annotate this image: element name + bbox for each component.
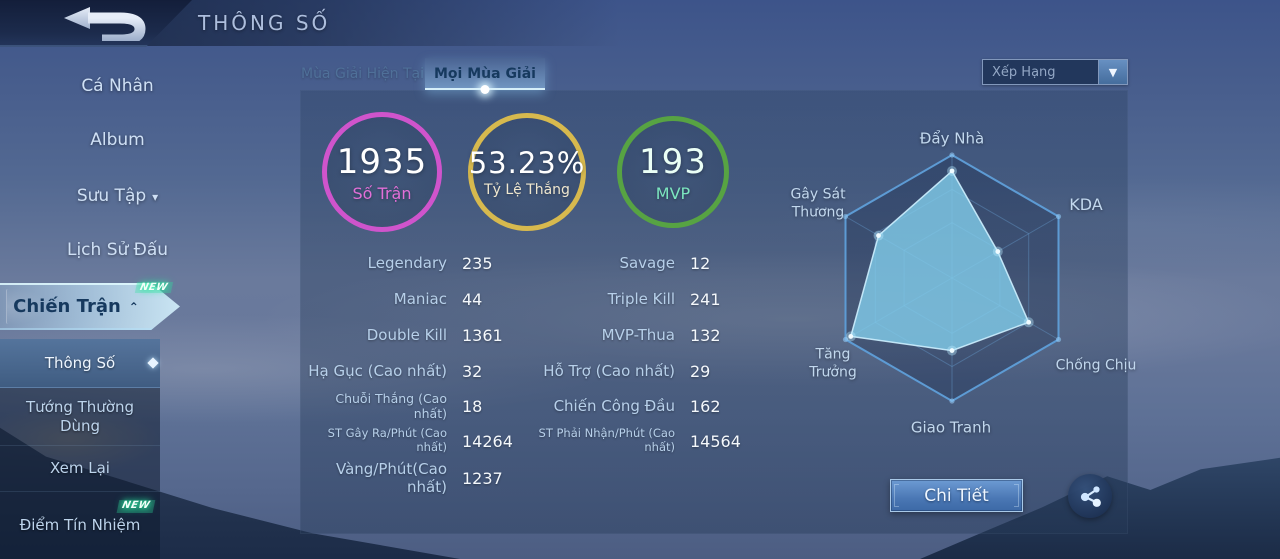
radar-axis-label-kda: KDA	[1069, 195, 1103, 214]
radar-chart	[842, 152, 1062, 404]
submenu-item-frequent-heroes[interactable]: Tướng Thường Dùng	[0, 388, 160, 446]
new-badge: NEW	[116, 500, 156, 513]
chevron-up-icon: ⌃	[128, 299, 139, 314]
stat-row: Chiến Công Đầu 162	[522, 388, 772, 424]
tab-label: Mùa Giải Hiện Tại	[300, 66, 424, 82]
page-title: THÔNG SỐ	[198, 11, 331, 35]
sidebar-item-label: Sưu Tập	[76, 186, 147, 206]
stat-value: 14264	[462, 431, 513, 451]
tab-label: Mọi Mùa Giải	[434, 66, 536, 82]
mvp-value: 193	[639, 141, 707, 182]
stat-row: ST Gây Ra/Phút (Cao nhất) 14264	[300, 423, 545, 459]
stat-row: Legendary 235	[300, 245, 545, 281]
stat-row: ST Phải Nhận/Phút (Cao nhất) 14564	[522, 423, 772, 459]
radar-axis-label-damage: Gây Sát Thương	[790, 186, 846, 221]
matches-label: Số Trận	[352, 183, 412, 203]
dropdown-value: Xếp Hạng	[992, 64, 1056, 80]
battle-submenu: Thông Số Tướng Thường Dùng Xem Lại Điểm …	[0, 339, 160, 559]
sidebar-item-label: Album	[90, 130, 145, 150]
matches-circle: 1935 Số Trận	[322, 112, 442, 232]
stat-label: ST Gây Ra/Phút (Cao nhất)	[327, 426, 447, 454]
radar-axis-label-growth: Tăng Trưởng	[809, 346, 857, 381]
stat-label: Triple Kill	[607, 290, 675, 308]
radar-axis-label-teamfight: Giao Tranh	[910, 418, 992, 437]
stat-value: 18	[462, 396, 483, 416]
stat-value: 44	[462, 289, 483, 309]
stat-row: Chuỗi Thắng (Cao nhất) 18	[300, 388, 545, 424]
submenu-item-statistics-selected[interactable]: Thông Số	[0, 339, 160, 388]
stat-label: Hỗ Trợ (Cao nhất)	[543, 362, 675, 380]
stat-value: 235	[462, 253, 493, 273]
stat-label: Chiến Công Đầu	[553, 397, 675, 415]
share-button[interactable]	[1068, 474, 1112, 518]
stat-label: Hạ Gục (Cao nhất)	[308, 362, 447, 380]
mvp-circle: 193 MVP	[617, 116, 729, 228]
stat-value: 1237	[462, 468, 503, 488]
radar-axis-label-towers: Đẩy Nhà	[919, 129, 985, 148]
tab-all-seasons[interactable]: Mọi Mùa Giải	[425, 58, 545, 94]
stat-value: 14564	[690, 431, 741, 451]
sidebar-item-match-history[interactable]: Lịch Sử Đấu	[0, 240, 235, 260]
stat-row: Savage 12	[522, 245, 772, 281]
stat-label: Vàng/Phút(Cao nhất)	[335, 460, 447, 496]
stat-label: ST Phải Nhận/Phút (Cao nhất)	[538, 426, 675, 454]
stat-value: 29	[690, 361, 711, 381]
stat-row: Vàng/Phút(Cao nhất) 1237	[300, 460, 545, 496]
stat-row: Triple Kill 241	[522, 281, 772, 317]
stat-row: Double Kill 1361	[300, 317, 545, 353]
tab-current-season[interactable]: Mùa Giải Hiện Tại	[300, 58, 425, 90]
submenu-item-label: Xem Lại	[50, 459, 110, 478]
stat-value: 132	[690, 325, 721, 345]
sidebar-item-profile[interactable]: Cá Nhân	[0, 76, 235, 96]
stat-value: 162	[690, 396, 721, 416]
sidebar-item-album[interactable]: Album	[0, 130, 235, 150]
stat-label: Legendary	[367, 254, 447, 272]
stat-label: MVP-Thua	[601, 326, 675, 344]
sidebar-item-label: Cá Nhân	[81, 76, 154, 96]
detail-button-label: Chi Tiết	[924, 485, 989, 506]
active-tab-glow-dot	[480, 85, 490, 94]
submenu-item-label: Tướng Thường Dùng	[25, 397, 135, 435]
stat-value: 1361	[462, 325, 503, 345]
banner-ornament	[6, 289, 66, 324]
sidebar-item-label: Lịch Sử Đấu	[66, 240, 169, 260]
chevron-down-icon: ▾	[152, 190, 159, 204]
submenu-item-credit-score[interactable]: Điểm Tín Nhiệm NEW	[0, 492, 160, 559]
stat-label: Chuỗi Thắng (Cao nhất)	[335, 391, 447, 421]
back-arrow-icon	[64, 7, 146, 41]
stat-row: Maniac 44	[300, 281, 545, 317]
matches-value: 1935	[336, 141, 428, 182]
rank-filter-dropdown[interactable]: Xếp Hạng ▼	[982, 59, 1128, 85]
mvp-label: MVP	[655, 183, 691, 203]
stat-value: 241	[690, 289, 721, 309]
radar-axis-label-durability: Chống Chịu	[1055, 357, 1137, 374]
stat-value: 12	[690, 253, 711, 273]
detail-button[interactable]: Chi Tiết	[890, 479, 1023, 512]
stat-row: Hạ Gục (Cao nhất) 32	[300, 353, 545, 389]
submenu-item-label: Thông Số	[44, 353, 116, 372]
submenu-item-label: Điểm Tín Nhiệm	[19, 516, 141, 535]
sidebar-item-battle-selected[interactable]: Chiến Trận ⌃	[0, 283, 180, 330]
submenu-item-replay[interactable]: Xem Lại	[0, 446, 160, 492]
winrate-value: 53.23%	[468, 146, 586, 180]
stat-row: Hỗ Trợ (Cao nhất) 29	[522, 353, 772, 389]
stat-label: Double Kill	[366, 326, 447, 344]
stat-label: Savage	[619, 254, 675, 272]
chevron-down-icon: ▼	[1098, 60, 1127, 84]
stat-row: MVP-Thua 132	[522, 317, 772, 353]
winrate-label: Tỷ Lệ Thắng	[484, 182, 570, 198]
stat-label: Maniac	[393, 290, 447, 308]
stat-value: 32	[462, 361, 483, 381]
sidebar-item-label: Chiến Trận	[13, 296, 121, 317]
sidebar-item-collection[interactable]: Sưu Tập ▾	[0, 186, 235, 206]
new-badge: NEW	[134, 282, 173, 293]
share-icon	[1080, 486, 1101, 507]
selected-diamond-marker	[147, 357, 159, 369]
winrate-circle: 53.23% Tỷ Lệ Thắng	[468, 113, 586, 231]
